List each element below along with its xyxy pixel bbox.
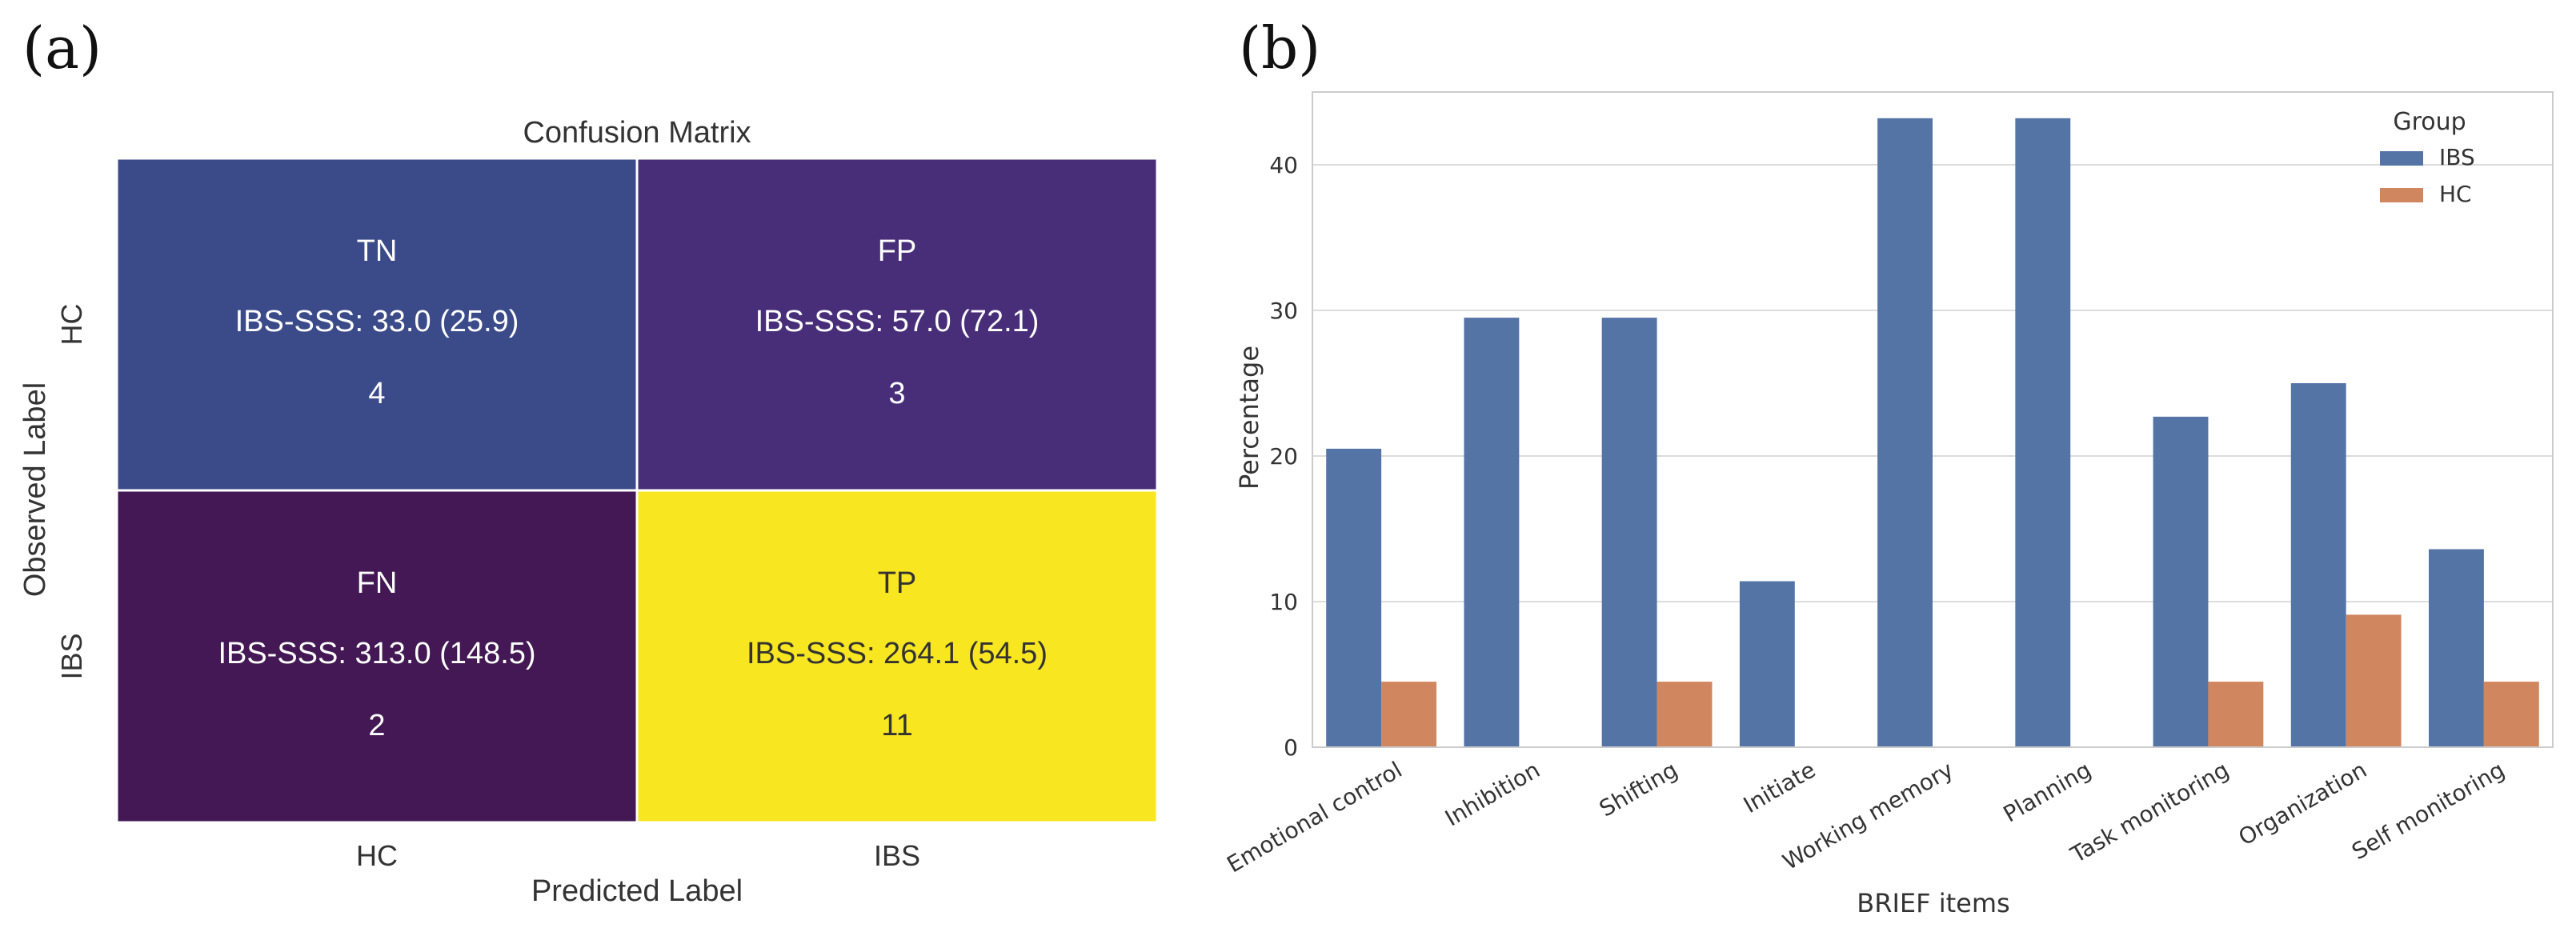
x-tick-label: Organization: [2234, 756, 2372, 850]
bar-ibs-shifting: [1601, 318, 1657, 748]
cell-tag: FP: [878, 234, 917, 268]
y-tick-label: 0: [1284, 734, 1298, 761]
bar-ibs-self-monitoring: [2429, 549, 2484, 747]
bar-hc-shifting: [1657, 682, 1713, 747]
x-tick-label: Planning: [1999, 756, 2096, 827]
x-tick-label: Initiate: [1739, 756, 1820, 818]
x-axis-label: Predicted Label: [531, 874, 743, 908]
cell-count: 4: [368, 377, 385, 410]
legend-swatch-hc: [2380, 188, 2423, 202]
legend-label-hc: HC: [2439, 181, 2472, 207]
cell-tag: FN: [357, 566, 398, 600]
y-tick-label: 30: [1269, 298, 1298, 324]
bar-hc-emotional-control: [1381, 682, 1436, 747]
bar-chart-y-ticks: 0 10 20 30 40: [1269, 152, 1298, 761]
bar-x-axis-label: BRIEF items: [1857, 888, 2009, 918]
panel-label-b: (b): [1239, 14, 1320, 82]
bar-ibs-initiate: [1739, 581, 1795, 747]
cell-background: [635, 157, 1159, 492]
bar-y-axis-label: Percentage: [1234, 346, 1264, 490]
bar-ibs-emotional-control: [1326, 448, 1382, 747]
x-tick-label: IBS: [874, 839, 920, 872]
confusion-matrix-title: Confusion Matrix: [523, 116, 751, 150]
bar-hc-organization: [2346, 614, 2402, 747]
bar-hc-self-monitoring: [2483, 682, 2539, 747]
cell-count: 3: [888, 377, 905, 410]
panel-b: (b) 0 10 20 30 40 Emotional control Inhibitio…: [1223, 14, 2554, 918]
confusion-cell-fp: FP IBS-SSS: 57.0 (72.1) 3: [635, 157, 1159, 492]
confusion-matrix-cells: TN IBS-SSS: 33.0 (25.9) 4 FP IBS-SSS: 57.0 (…: [115, 157, 1159, 824]
y-tick-label: 10: [1269, 589, 1298, 615]
y-tick-label: IBS: [55, 633, 88, 679]
x-tick-label: Self monitoring: [2347, 756, 2509, 865]
cell-background: [115, 157, 639, 492]
bar-ibs-inhibition: [1464, 318, 1520, 748]
bar-chart-x-ticks: Emotional control Inhibition Shifting Initi…: [1223, 756, 2510, 878]
bar-ibs-task-monitoring: [2153, 416, 2209, 747]
x-tick-label: Shifting: [1595, 756, 1682, 822]
panel-label-a: (a): [22, 14, 102, 82]
bar-hc-task-monitoring: [2208, 682, 2264, 747]
x-tick-label: HC: [356, 839, 398, 872]
bar-ibs-working-memory: [1877, 118, 1933, 747]
y-axis-label: Observed Label: [18, 382, 52, 597]
confusion-matrix-ticks: HC IBS HC IBS: [55, 304, 920, 873]
legend-swatch-ibs: [2380, 151, 2423, 166]
legend: Group IBS HC: [2380, 108, 2475, 207]
confusion-cell-fn: FN IBS-SSS: 313.0 (148.5) 2: [115, 489, 639, 824]
legend-title: Group: [2393, 108, 2466, 136]
cell-background: [635, 489, 1159, 824]
bar-chart-bars: [1326, 118, 2539, 748]
cell-count: 2: [368, 709, 385, 742]
cell-detail: IBS-SSS: 264.1 (54.5): [747, 637, 1048, 670]
cell-tag: TP: [878, 566, 917, 600]
bar-ibs-organization: [2290, 383, 2346, 747]
y-tick-label: HC: [55, 304, 88, 346]
y-tick-label: 40: [1269, 152, 1298, 178]
x-tick-label: Inhibition: [1440, 756, 1544, 831]
panel-a: (a) Confusion Matrix TN IBS-SSS: 33.0 (25…: [18, 14, 1159, 908]
confusion-cell-tp: TP IBS-SSS: 264.1 (54.5) 11: [635, 489, 1159, 824]
legend-label-ibs: IBS: [2439, 144, 2475, 170]
cell-detail: IBS-SSS: 33.0 (25.9): [235, 305, 519, 338]
confusion-cell-tn: TN IBS-SSS: 33.0 (25.9) 4: [115, 157, 639, 492]
cell-count: 11: [881, 709, 912, 742]
cell-detail: IBS-SSS: 313.0 (148.5): [218, 637, 535, 670]
cell-background: [115, 489, 639, 824]
bar-ibs-planning: [2015, 118, 2071, 747]
cell-tag: TN: [357, 234, 398, 268]
bar-chart-frame: [1312, 91, 2554, 748]
x-tick-label: Emotional control: [1223, 756, 1407, 878]
cell-detail: IBS-SSS: 57.0 (72.1): [755, 305, 1040, 338]
y-tick-label: 20: [1269, 443, 1298, 470]
plot-frame: [1312, 91, 2554, 748]
